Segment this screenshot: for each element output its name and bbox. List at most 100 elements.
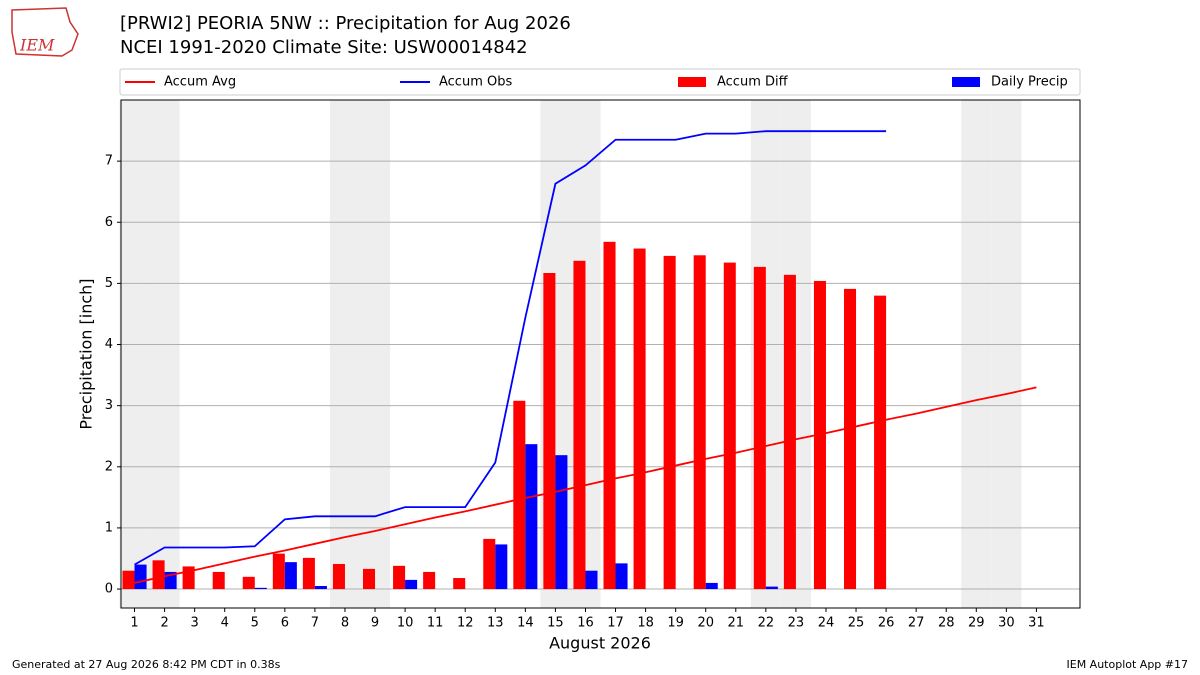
x-tick-label: 3: [191, 616, 199, 631]
legend-label: Daily Precip: [991, 75, 1068, 90]
x-tick-label: 15: [547, 616, 564, 631]
bar: [314, 585, 327, 590]
bar: [693, 255, 706, 590]
x-tick-label: 24: [818, 616, 835, 631]
logo-outline: [11, 7, 79, 57]
bar: [844, 288, 857, 590]
x-tick-label: 12: [457, 616, 474, 631]
bar: [302, 557, 315, 590]
x-tick-label: 7: [311, 616, 319, 631]
logo-text: IEM: [19, 36, 55, 55]
legend-label: Accum Obs: [439, 75, 512, 90]
bar: [363, 568, 376, 590]
bar: [134, 564, 147, 590]
x-tick-label: 4: [221, 616, 229, 631]
x-tick-label: 22: [758, 616, 775, 631]
logo: IEM: [11, 7, 79, 57]
legend-swatch: [952, 77, 980, 87]
line: [134, 386, 1037, 584]
x-tick-label: 16: [577, 616, 594, 631]
x-tick-label: 30: [998, 616, 1015, 631]
y-tick-label: 3: [105, 398, 113, 413]
line: [134, 130, 887, 566]
bar: [705, 582, 718, 590]
y-axis-label: Precipitation [inch]: [77, 278, 96, 429]
bar: [555, 455, 568, 590]
weekend-shade: [149, 100, 180, 608]
x-tick-label: 31: [1028, 616, 1045, 631]
x-tick-label: 23: [788, 616, 805, 631]
x-tick-label: 17: [607, 616, 624, 631]
bar: [405, 579, 418, 590]
chart-subtitle: NCEI 1991-2020 Climate Site: USW00014842: [120, 37, 528, 58]
x-axis-label: August 2026: [549, 634, 651, 653]
legend: [119, 68, 1081, 96]
x-tick-label: 20: [697, 616, 714, 631]
bar: [585, 570, 598, 590]
x-tick-label: 19: [667, 616, 684, 631]
x-tick-label: 28: [938, 616, 955, 631]
y-tick-label: 0: [105, 582, 113, 597]
weekend-shade: [961, 100, 992, 608]
x-tick-label: 26: [878, 616, 895, 631]
bar: [393, 565, 406, 590]
bar: [242, 576, 255, 590]
x-tick-label: 29: [968, 616, 985, 631]
x-tick-label: 2: [160, 616, 168, 631]
bar: [272, 553, 285, 590]
bar: [423, 571, 436, 590]
bar: [573, 260, 586, 590]
bar: [525, 444, 538, 590]
bar: [663, 255, 676, 590]
bar: [332, 563, 345, 590]
x-tick-label: 11: [427, 616, 444, 631]
legend-label: Accum Avg: [164, 75, 236, 90]
x-tick-label: 8: [341, 616, 349, 631]
x-tick-label: 14: [517, 616, 534, 631]
y-tick-label: 5: [105, 276, 113, 291]
chart-title: [PRWI2] PEORIA 5NW :: Precipitation for …: [120, 13, 571, 34]
y-tick-label: 6: [105, 215, 113, 230]
bar: [783, 274, 796, 590]
x-tick-label: 10: [397, 616, 414, 631]
bar: [765, 586, 778, 590]
bar: [212, 571, 225, 590]
bar: [753, 266, 766, 590]
bar: [543, 273, 556, 590]
x-tick-label: 5: [251, 616, 259, 631]
legend-label: Accum Diff: [717, 75, 789, 90]
bar: [254, 587, 267, 590]
x-tick-label: 25: [848, 616, 865, 631]
x-tick-label: 6: [281, 616, 289, 631]
bar: [603, 241, 616, 590]
bar: [483, 538, 496, 590]
weekend-shade: [359, 100, 391, 608]
x-tick-label: 18: [637, 616, 654, 631]
bar: [723, 262, 736, 590]
bar: [615, 563, 628, 590]
legend-swatch: [678, 77, 706, 87]
x-tick-label: 21: [728, 616, 745, 631]
x-tick-label: 9: [371, 616, 379, 631]
y-tick-label: 2: [105, 459, 113, 474]
footer-right: IEM Autoplot App #17: [1067, 658, 1189, 671]
y-tick-label: 1: [105, 520, 113, 535]
plot-frame: [120, 99, 1081, 609]
bar: [513, 400, 526, 590]
weekend-shade: [991, 100, 1022, 608]
bar: [633, 248, 646, 590]
weekend-shade: [329, 100, 360, 608]
bar: [453, 578, 466, 590]
weekend-shade: [119, 100, 150, 608]
bar: [284, 562, 297, 590]
x-tick-label: 27: [908, 616, 925, 631]
x-tick-label: 13: [487, 616, 504, 631]
bar: [122, 570, 135, 590]
bar: [495, 544, 508, 590]
footer-left: Generated at 27 Aug 2026 8:42 PM CDT in …: [12, 658, 281, 671]
bar: [152, 560, 165, 590]
x-tick-label: 1: [130, 616, 138, 631]
y-tick-label: 7: [105, 154, 113, 169]
bar: [874, 295, 887, 590]
y-tick-label: 4: [105, 337, 113, 352]
